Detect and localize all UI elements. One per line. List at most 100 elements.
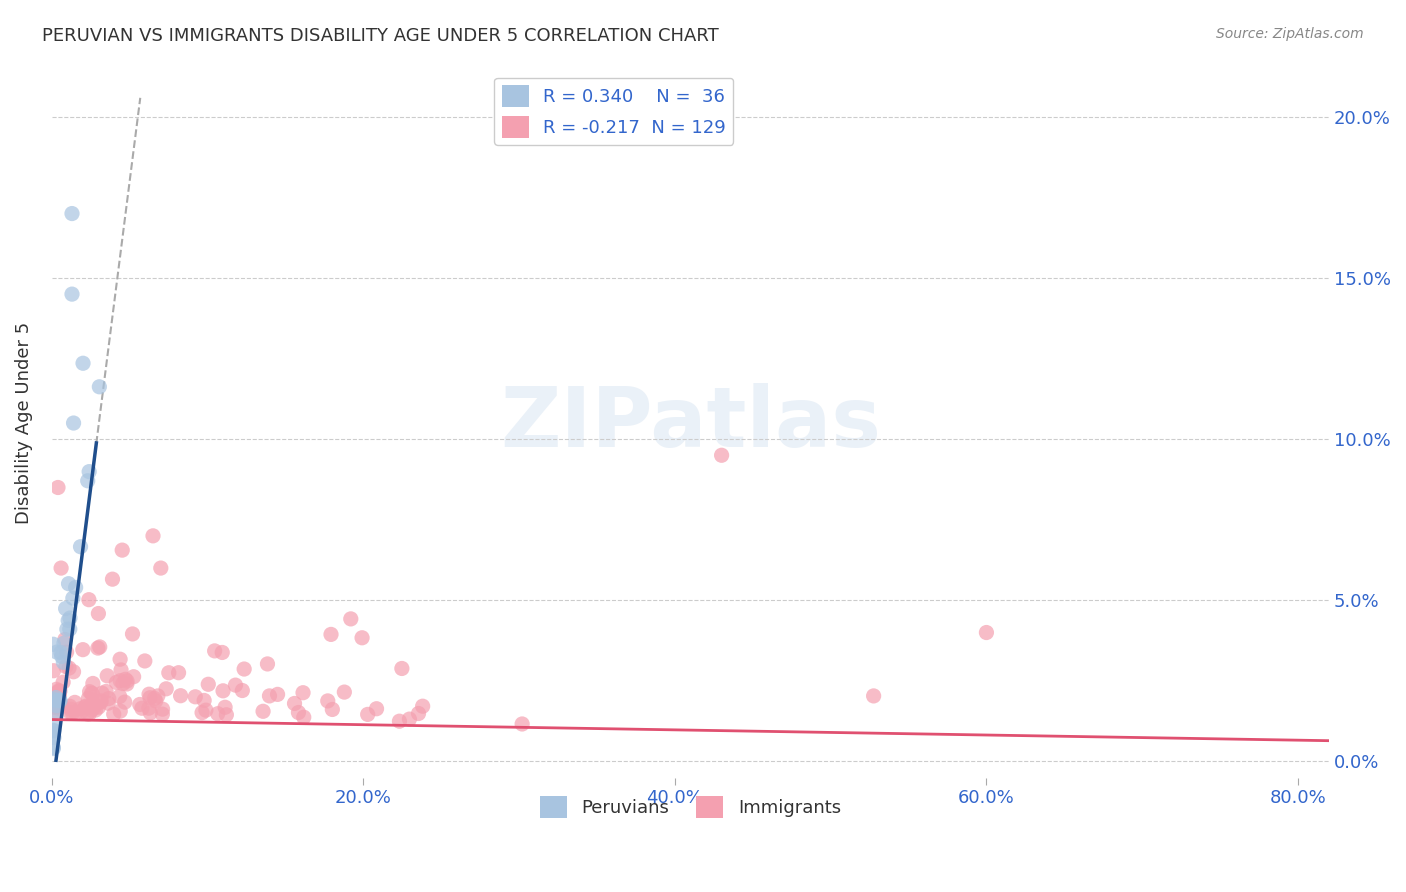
Peruvians (65, 581, 87, 595)
Immigrants (292, 686, 315, 700)
Immigrants (321, 702, 343, 716)
Immigrants (77, 699, 100, 714)
Immigrants (87, 641, 110, 656)
Immigrants (122, 670, 145, 684)
Peruvians (59, 611, 82, 625)
Peruvians (89, 380, 111, 394)
Immigrants (259, 689, 281, 703)
Immigrants (710, 448, 733, 462)
Immigrants (83, 698, 105, 712)
Peruvians (60, 206, 83, 220)
Immigrants (134, 654, 156, 668)
Immigrants (49, 684, 72, 698)
Peruvians (72, 356, 94, 370)
Immigrants (90, 695, 112, 709)
Immigrants (155, 681, 177, 696)
Immigrants (138, 701, 160, 715)
Immigrants (214, 700, 236, 714)
Immigrants (87, 700, 110, 714)
Legend: Peruvians, Immigrants: Peruvians, Immigrants (533, 789, 848, 825)
Immigrants (80, 686, 103, 700)
Peruvians (48, 693, 70, 707)
Immigrants (207, 706, 229, 721)
Immigrants (91, 686, 114, 700)
Immigrants (42, 664, 65, 678)
Immigrants (82, 676, 104, 690)
Immigrants (233, 662, 256, 676)
Immigrants (256, 657, 278, 671)
Immigrants (115, 677, 138, 691)
Immigrants (191, 706, 214, 720)
Immigrants (142, 529, 165, 543)
Peruvians (52, 655, 75, 669)
Immigrants (194, 703, 217, 717)
Immigrants (79, 684, 101, 698)
Immigrants (89, 640, 111, 654)
Peruvians (62, 591, 84, 606)
Immigrants (65, 706, 87, 720)
Immigrants (94, 684, 117, 698)
Immigrants (111, 676, 134, 690)
Immigrants (84, 703, 107, 717)
Peruvians (69, 540, 91, 554)
Peruvians (55, 601, 77, 615)
Immigrants (44, 705, 66, 719)
Immigrants (862, 689, 884, 703)
Immigrants (49, 561, 72, 575)
Immigrants (48, 687, 70, 701)
Immigrants (55, 659, 77, 673)
Immigrants (80, 703, 103, 717)
Immigrants (184, 690, 207, 704)
Immigrants (152, 707, 174, 722)
Immigrants (51, 699, 73, 714)
Immigrants (408, 706, 430, 721)
Peruvians (42, 692, 65, 706)
Peruvians (45, 704, 67, 718)
Peruvians (42, 740, 65, 755)
Text: ZIPatlas: ZIPatlas (501, 383, 882, 464)
Immigrants (48, 700, 70, 714)
Peruvians (62, 416, 84, 430)
Peruvians (49, 693, 72, 707)
Immigrants (976, 625, 998, 640)
Immigrants (398, 712, 420, 726)
Immigrants (52, 675, 75, 690)
Text: PERUVIAN VS IMMIGRANTS DISABILITY AGE UNDER 5 CORRELATION CHART: PERUVIAN VS IMMIGRANTS DISABILITY AGE UN… (42, 27, 718, 45)
Peruvians (76, 474, 98, 488)
Immigrants (224, 678, 246, 692)
Immigrants (352, 631, 374, 645)
Immigrants (63, 695, 86, 709)
Immigrants (319, 627, 342, 641)
Peruvians (45, 693, 67, 707)
Immigrants (110, 704, 132, 718)
Immigrants (283, 697, 305, 711)
Immigrants (108, 652, 131, 666)
Immigrants (59, 699, 82, 714)
Immigrants (149, 561, 172, 575)
Immigrants (76, 706, 98, 721)
Immigrants (45, 682, 67, 697)
Immigrants (197, 677, 219, 691)
Peruvians (51, 649, 73, 664)
Immigrants (105, 675, 128, 690)
Immigrants (59, 706, 82, 720)
Immigrants (333, 685, 356, 699)
Immigrants (111, 543, 134, 558)
Immigrants (42, 700, 65, 714)
Immigrants (316, 694, 339, 708)
Immigrants (48, 689, 70, 703)
Immigrants (114, 673, 136, 687)
Immigrants (121, 627, 143, 641)
Immigrants (110, 663, 132, 677)
Immigrants (146, 689, 169, 703)
Immigrants (97, 691, 120, 706)
Immigrants (287, 706, 309, 720)
Immigrants (193, 693, 215, 707)
Peruvians (42, 723, 65, 738)
Immigrants (69, 702, 91, 716)
Immigrants (87, 607, 110, 621)
Immigrants (103, 707, 125, 722)
Peruvians (58, 576, 80, 591)
Peruvians (49, 645, 72, 659)
Peruvians (45, 690, 67, 705)
